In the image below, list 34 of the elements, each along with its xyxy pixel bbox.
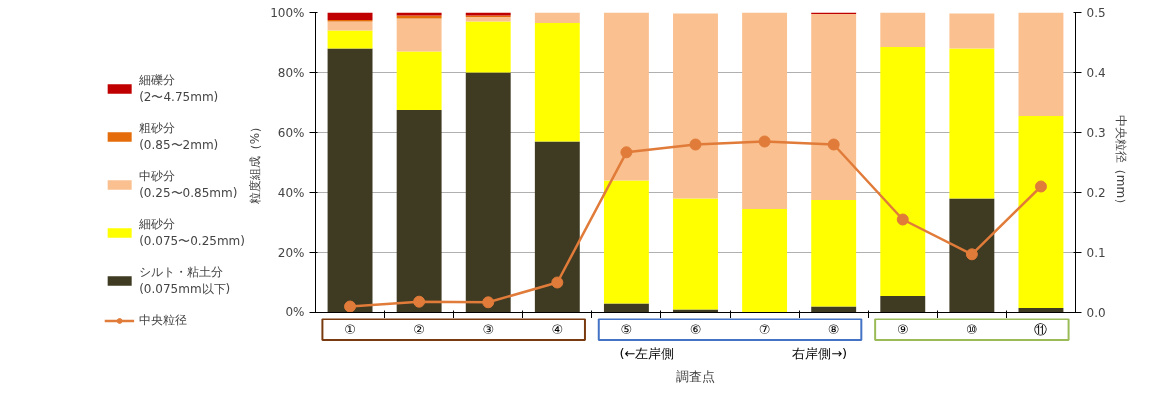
y2-tick-label: 0.0 bbox=[1086, 306, 1106, 320]
legend-label: 中央粒径 bbox=[139, 311, 188, 329]
x-tick-label: ⑧ bbox=[827, 322, 840, 337]
x-tick-label: ⑪ bbox=[1034, 322, 1048, 337]
y-axis-title: 粒度組成（%） bbox=[248, 120, 263, 205]
y-tick-label: 40% bbox=[277, 185, 305, 200]
x-tick-label: ③ bbox=[482, 322, 495, 337]
legend-label: 細礫分 (2〜4.75mm) bbox=[139, 71, 219, 106]
y-tick-label: 0% bbox=[285, 304, 305, 319]
x-axis-title: 調査点 bbox=[676, 368, 715, 384]
x-tick-label: ④ bbox=[551, 322, 564, 337]
x-tick-label: ⑩ bbox=[966, 322, 978, 337]
x-tick-label: ⑤ bbox=[620, 322, 633, 337]
y-tick-label: 100% bbox=[270, 5, 305, 20]
legend-label: シルト・粘土分 (0.075mm以下) bbox=[139, 263, 231, 298]
y2-tick-label: 0.2 bbox=[1086, 186, 1106, 200]
x-tick-label: ⑥ bbox=[689, 322, 702, 337]
x-tick-label: ① bbox=[344, 322, 356, 337]
legend-label: 細砂分 (0.075〜0.25mm) bbox=[139, 215, 245, 250]
y2-axis-title: 中央粒径（mm） bbox=[1113, 114, 1128, 211]
legend-label: 中砂分 (0.25〜0.85mm) bbox=[139, 167, 238, 202]
y2-tick-label: 0.1 bbox=[1086, 246, 1106, 260]
y-tick-label: 80% bbox=[277, 65, 305, 80]
x-tick-label: ⑦ bbox=[758, 322, 771, 337]
text: 右岸側→) bbox=[792, 346, 848, 361]
y-tick-label: 20% bbox=[277, 245, 305, 260]
x-tick-label: ② bbox=[413, 322, 425, 337]
legend-label: 粗砂分 (0.85〜2mm) bbox=[139, 119, 219, 154]
y-tick-label: 60% bbox=[277, 125, 305, 140]
y2-tick-label: 0.3 bbox=[1086, 126, 1106, 140]
y2-tick-label: 0.5 bbox=[1086, 6, 1106, 20]
x-tick-label: ⑨ bbox=[896, 322, 909, 337]
y2-tick-label: 0.4 bbox=[1086, 66, 1106, 80]
text: (←左岸側 bbox=[619, 346, 675, 361]
